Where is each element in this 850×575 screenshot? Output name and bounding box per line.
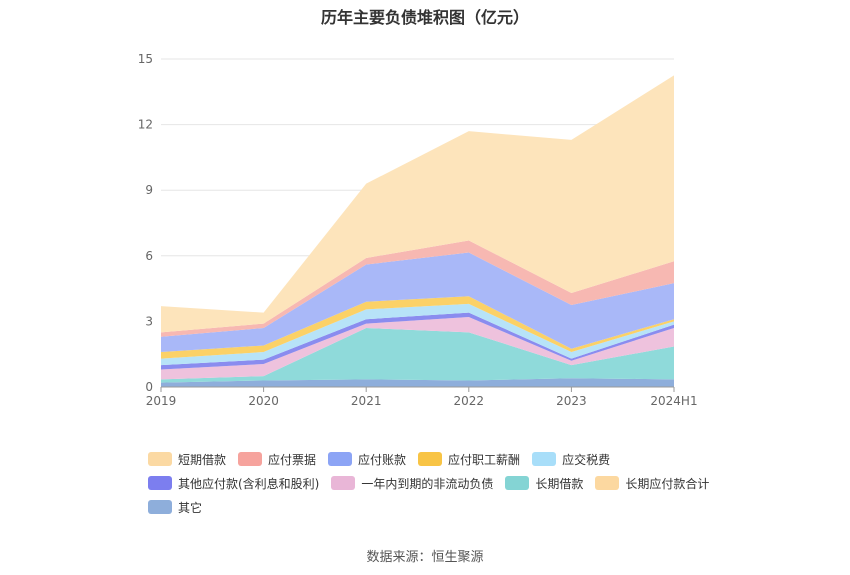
legend-label: 一年内到期的非流动负债	[361, 476, 494, 491]
legend-swatch	[148, 500, 172, 514]
x-tick-label: 2022	[454, 394, 485, 408]
legend-label: 应交税费	[562, 452, 611, 467]
legend-item[interactable]: 长期借款	[505, 471, 583, 495]
y-tick-label: 6	[145, 249, 153, 263]
legend-label: 其它	[178, 500, 203, 515]
legend-label: 应付职工薪酬	[448, 452, 521, 467]
axes: 2019 2020 2021 2022 2023 2024H1	[146, 386, 698, 408]
legend-swatch	[238, 452, 263, 466]
legend-swatch	[148, 476, 172, 490]
legend-item[interactable]: 一年内到期的非流动负债	[331, 471, 493, 495]
area-其它	[161, 378, 674, 387]
chart-title: 历年主要负债堆积图（亿元）	[320, 8, 529, 27]
legend-swatch	[595, 476, 620, 490]
x-tick-label: 2023	[556, 394, 587, 408]
area-长期借款	[161, 327, 674, 383]
legend-item[interactable]: 长期应付款合计	[595, 471, 709, 495]
legend-swatch	[331, 476, 356, 490]
y-tick-label: 9	[145, 183, 153, 197]
legend-swatch	[418, 452, 443, 466]
area-一年内到期的非流动负债	[161, 317, 674, 380]
area-应交税费	[161, 303, 674, 366]
legend-item[interactable]: 应付职工薪酬	[418, 447, 520, 471]
y-tick-label: 15	[138, 52, 153, 66]
area-应付职工薪酬	[161, 296, 674, 359]
x-tick-label: 2019	[146, 394, 177, 408]
x-tick-label: 2021	[351, 394, 382, 408]
legend-swatch	[532, 452, 557, 466]
y-tick-label: 3	[145, 314, 153, 328]
legend-swatch	[505, 476, 530, 490]
legend-label: 长期借款	[535, 476, 584, 491]
legend: 短期借款 应付票据 应付账款 应付职工薪酬 应交税费其他应付款(含利息和股利) 一年内到期…	[148, 447, 748, 519]
legend-label: 应付票据	[268, 452, 317, 467]
legend-label: 长期应付款合计	[625, 476, 710, 491]
y-tick-label: 12	[138, 118, 153, 132]
x-tick-label: 2024H1	[650, 394, 697, 408]
legend-label: 应付账款	[358, 452, 407, 467]
legend-item[interactable]: 应付账款	[328, 447, 406, 471]
legend-item[interactable]: 其他应付款(含利息和股利)	[148, 471, 319, 495]
data-source: 数据来源：恒生聚源	[366, 550, 484, 565]
legend-swatch	[328, 452, 353, 466]
legend-item[interactable]: 其它	[148, 495, 202, 519]
area-其他应付款(含利息和股利)	[161, 312, 674, 370]
area-短期借款	[161, 75, 674, 333]
legend-item[interactable]: 短期借款	[148, 447, 226, 471]
legend-item[interactable]: 应付票据	[238, 447, 316, 471]
y-tick-label: 0	[145, 380, 153, 394]
legend-item[interactable]: 应交税费	[532, 447, 610, 471]
x-tick-label: 2020	[248, 394, 279, 408]
legend-label: 短期借款	[178, 452, 227, 467]
legend-label: 其他应付款(含利息和股利)	[178, 476, 320, 491]
legend-swatch	[148, 452, 172, 466]
area-应付账款	[161, 252, 674, 353]
area-series	[161, 75, 674, 387]
stacked-area-chart: 0 3 6 9 12 15 2019 2020 2021 2022 2023 2024H1	[138, 52, 698, 408]
